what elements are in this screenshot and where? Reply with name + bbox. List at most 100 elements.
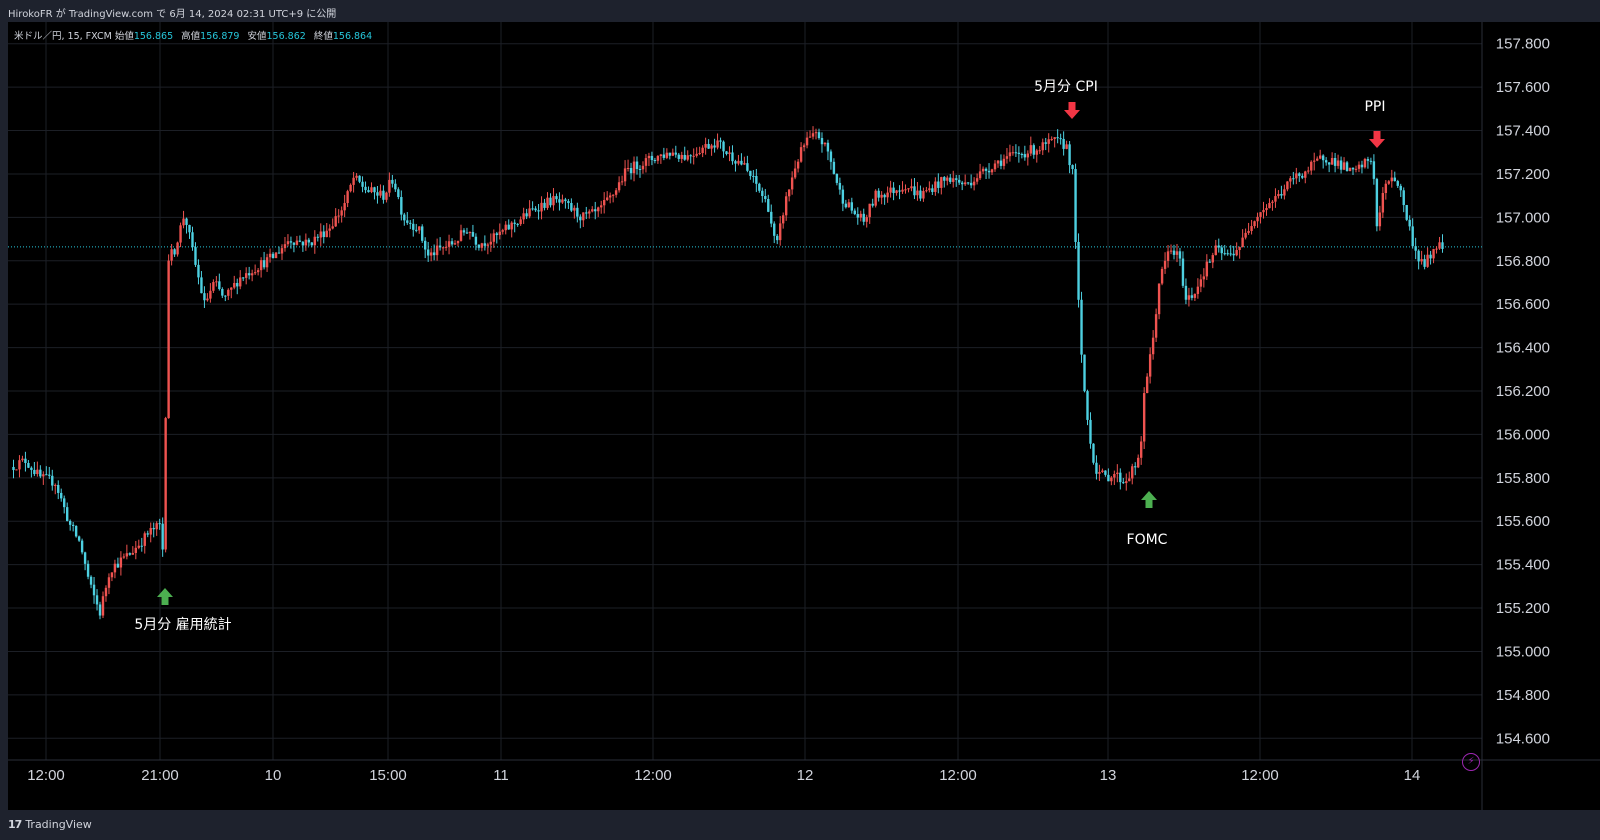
candle-body [149, 527, 152, 535]
candle-body [15, 469, 18, 471]
y-tick-label: 156.600 [1496, 296, 1550, 313]
candle-body [474, 236, 478, 245]
candle-body [340, 210, 343, 216]
x-tick-label: 10 [265, 767, 282, 784]
tradingview-logo-icon: 17 [8, 818, 22, 831]
candle-body [1134, 466, 1137, 468]
candle-body [131, 552, 135, 555]
candle-body [1384, 183, 1388, 194]
candle-body [1101, 470, 1104, 473]
candle-body [1137, 457, 1140, 468]
arrow-up-icon[interactable] [157, 588, 173, 605]
candle-body [781, 215, 785, 224]
arrow-up-icon[interactable] [1141, 491, 1157, 508]
candle-body [835, 173, 839, 183]
candle-body [1214, 245, 1217, 256]
candle-body [12, 466, 15, 471]
arrow-down-icon[interactable] [1064, 102, 1080, 119]
candle-body [764, 196, 767, 199]
candle-body [492, 233, 496, 242]
candle-body [316, 236, 319, 238]
candle-body [373, 187, 376, 193]
candle-body [501, 230, 504, 232]
candle-body [683, 154, 686, 160]
candle-body [480, 243, 484, 248]
candle-body [209, 290, 212, 299]
candle-body [1154, 314, 1158, 338]
candle-body [966, 182, 970, 184]
candle-body [465, 232, 469, 234]
candle-body [811, 133, 815, 137]
candle-body [262, 260, 266, 268]
candle-body [176, 242, 179, 255]
candle-body [1366, 159, 1370, 161]
candle-body [916, 190, 919, 196]
candle-body [218, 281, 221, 290]
candle-body [125, 553, 129, 557]
candle-body [1435, 248, 1438, 250]
candle-body [540, 202, 543, 212]
candle-body [173, 249, 176, 255]
candle-body [931, 188, 934, 192]
candle-body [686, 155, 689, 160]
candle-body [170, 249, 173, 261]
annotation-label[interactable]: PPI [1364, 99, 1385, 115]
candle-body [1071, 165, 1074, 170]
candle-body [441, 247, 445, 249]
candle-body [80, 540, 84, 553]
candle-body [143, 533, 146, 546]
candle-body [1035, 150, 1038, 155]
candle-body [1119, 472, 1122, 483]
candle-body [901, 189, 904, 192]
flash-icon[interactable]: ⚡ [1462, 753, 1480, 771]
candle-body [695, 153, 698, 156]
candle-body [1205, 261, 1209, 277]
candle-body [993, 163, 997, 170]
candle-body [761, 190, 764, 197]
candle-body [710, 145, 713, 149]
candle-body [1080, 299, 1083, 355]
candle-body [1295, 173, 1298, 179]
candle-body [525, 213, 528, 217]
candle-body [1274, 196, 1277, 202]
brand[interactable]: 17 TradingView [8, 818, 92, 831]
candle-body [161, 523, 164, 550]
candle-body [737, 160, 740, 164]
candle-body [74, 525, 78, 537]
candle-body [304, 239, 308, 246]
candle-body [1360, 164, 1364, 168]
candle-body [779, 223, 782, 241]
candle-body [504, 224, 507, 231]
candle-body [955, 178, 958, 180]
candle-body [450, 241, 454, 245]
candle-body [486, 244, 490, 246]
candle-body [1318, 155, 1322, 159]
candle-body [731, 152, 734, 162]
candle-body [558, 199, 561, 203]
annotation-label[interactable]: 5月分 雇用統計 [134, 616, 231, 633]
candle-body [1396, 181, 1399, 186]
candle-body [1122, 482, 1125, 484]
candle-body [692, 155, 695, 157]
candle-body [787, 189, 791, 197]
candle-body [1074, 169, 1077, 242]
candle-body [462, 230, 466, 233]
y-tick-label: 155.600 [1496, 513, 1550, 530]
candle-body [677, 154, 680, 159]
candle-body [1053, 137, 1056, 140]
candle-body [895, 190, 898, 194]
candle-body [1375, 178, 1379, 227]
published-info: HirokoFR が TradingView.com で 6月 14, 2024… [8, 9, 337, 20]
candle-body [388, 179, 391, 193]
annotation-label[interactable]: FOMC [1127, 532, 1168, 548]
annotation-label[interactable]: 5月分 CPI [1034, 79, 1098, 95]
candle-body [591, 209, 594, 212]
candle-body [379, 190, 382, 196]
candle-body [1438, 242, 1441, 249]
candle-body [1345, 162, 1349, 172]
arrow-down-icon[interactable] [1369, 131, 1385, 148]
candle-body [1286, 181, 1289, 190]
x-tick-label: 12:00 [27, 767, 65, 784]
candle-body [1405, 205, 1408, 220]
